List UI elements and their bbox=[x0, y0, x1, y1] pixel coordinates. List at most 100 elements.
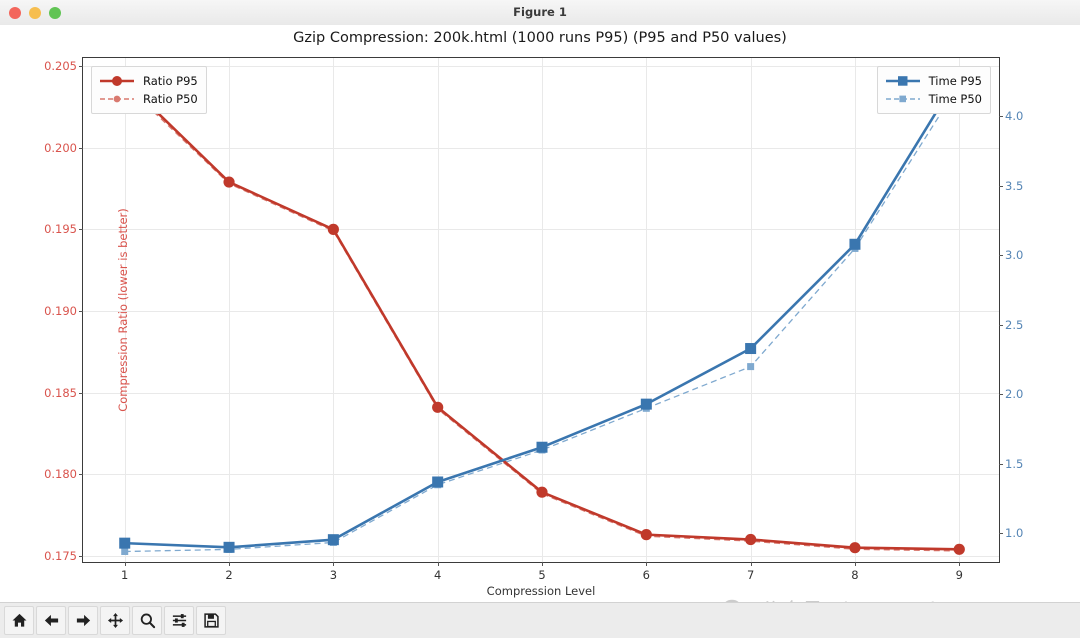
data-point bbox=[536, 441, 548, 453]
data-point bbox=[747, 363, 755, 371]
grid-line-vertical bbox=[750, 58, 752, 562]
data-point bbox=[121, 547, 129, 555]
data-point bbox=[327, 534, 339, 546]
series-ratio-p50 bbox=[121, 80, 963, 555]
configure-subplots-button[interactable] bbox=[164, 606, 194, 635]
grid-line-vertical bbox=[959, 58, 961, 562]
grid-line-vertical bbox=[646, 58, 648, 562]
right-tick-label: 2.0 bbox=[1005, 387, 1024, 402]
left-tick bbox=[79, 392, 83, 394]
grid-line-horizontal bbox=[83, 147, 999, 149]
x-tick-label: 3 bbox=[329, 568, 338, 582]
legend-item-time-p50[interactable]: Time P50 bbox=[884, 90, 982, 108]
left-tick bbox=[79, 311, 83, 312]
close-button[interactable] bbox=[9, 7, 21, 19]
data-point bbox=[745, 343, 757, 355]
right-tick bbox=[999, 324, 1003, 326]
right-tick-label: 2.5 bbox=[1005, 317, 1024, 332]
x-tick bbox=[959, 562, 961, 566]
data-point bbox=[223, 541, 235, 553]
x-tick bbox=[229, 562, 231, 566]
legend-time[interactable]: Time P95 Time P50 bbox=[876, 66, 991, 114]
x-tick-label: 2 bbox=[225, 568, 233, 582]
matplotlib-toolbar bbox=[0, 602, 1080, 638]
arrow-right-icon bbox=[76, 614, 90, 627]
x-tick bbox=[646, 562, 648, 566]
right-tick-label: 4.0 bbox=[1005, 109, 1024, 124]
data-point bbox=[223, 176, 235, 188]
zoom-button[interactable] bbox=[132, 606, 162, 635]
right-tick bbox=[999, 463, 1003, 465]
legend-label-ratio-p50: Ratio P50 bbox=[143, 92, 198, 106]
maximize-button[interactable] bbox=[49, 7, 61, 19]
legend-item-ratio-p95[interactable]: Ratio P95 bbox=[98, 72, 198, 90]
left-tick-label: 0.185 bbox=[44, 385, 77, 400]
x-tick-label: 4 bbox=[434, 568, 442, 582]
right-tick bbox=[999, 533, 1003, 535]
legend-key-ratio-p50 bbox=[100, 95, 134, 103]
right-tick-label: 1.5 bbox=[1005, 456, 1024, 471]
back-button[interactable] bbox=[36, 606, 66, 635]
save-button[interactable] bbox=[196, 606, 226, 635]
chart-title: Gzip Compression: 200k.html (1000 runs P… bbox=[293, 30, 787, 46]
legend-label-time-p95: Time P95 bbox=[928, 74, 982, 88]
right-tick bbox=[999, 185, 1003, 187]
left-tick bbox=[79, 66, 83, 68]
data-point bbox=[432, 401, 444, 413]
series-time-p50 bbox=[121, 80, 963, 555]
data-point bbox=[327, 223, 339, 235]
x-tick-label: 1 bbox=[121, 568, 129, 582]
move-icon bbox=[107, 612, 123, 629]
legend-ratio[interactable]: Ratio P95 Ratio P50 bbox=[91, 66, 207, 114]
right-tick bbox=[999, 116, 1003, 118]
plot-area[interactable]: 0.175 0.180 0.185 0.190 0.195 0.200 0.205 1.0 1.… bbox=[44, 57, 1023, 598]
data-point bbox=[536, 486, 548, 498]
data-point bbox=[119, 537, 131, 549]
data-point bbox=[640, 529, 652, 541]
left-tick-label: 0.180 bbox=[44, 467, 77, 482]
legend-item-ratio-p50[interactable]: Ratio P50 bbox=[98, 90, 198, 108]
left-tick-label: 0.205 bbox=[44, 59, 77, 74]
home-icon bbox=[12, 613, 26, 627]
minimize-button[interactable] bbox=[29, 7, 41, 19]
right-tick-label: 3.0 bbox=[1005, 248, 1024, 263]
data-point bbox=[849, 238, 861, 250]
series-time-p95 bbox=[119, 69, 965, 553]
x-tick-label: 5 bbox=[538, 568, 546, 582]
grid-line-vertical bbox=[229, 58, 231, 562]
x-tick bbox=[542, 562, 543, 566]
legend-item-time-p95[interactable]: Time P95 bbox=[884, 72, 982, 90]
grid-line-horizontal bbox=[83, 555, 999, 557]
pan-button[interactable] bbox=[100, 606, 130, 635]
grid-line-horizontal bbox=[83, 474, 999, 476]
x-tick bbox=[333, 562, 335, 566]
left-tick-label: 0.175 bbox=[44, 548, 77, 563]
home-button[interactable] bbox=[4, 606, 34, 635]
right-tick-label: 3.5 bbox=[1005, 178, 1024, 193]
data-point bbox=[432, 476, 444, 488]
window-controls bbox=[9, 7, 61, 19]
x-tick bbox=[124, 562, 126, 566]
left-tick bbox=[79, 555, 83, 557]
right-tick bbox=[999, 255, 1003, 257]
legend-label-time-p50: Time P50 bbox=[928, 92, 982, 106]
grid-line-horizontal bbox=[83, 392, 999, 394]
window-title: Figure 1 bbox=[513, 5, 567, 19]
sliders-icon bbox=[172, 614, 186, 627]
legend-label-ratio-p95: Ratio P95 bbox=[143, 74, 198, 88]
forward-button[interactable] bbox=[68, 606, 98, 635]
grid-line-horizontal bbox=[83, 66, 999, 68]
data-point bbox=[953, 543, 965, 555]
grid-line-horizontal bbox=[83, 229, 999, 231]
title-bar: Figure 1 bbox=[0, 0, 1080, 26]
figure-canvas: Gzip Compression: 200k.html (1000 runs P… bbox=[0, 25, 1080, 623]
legend-key-time-p95 bbox=[885, 76, 920, 86]
data-point bbox=[849, 542, 861, 554]
x-tick-label: 7 bbox=[746, 568, 755, 582]
x-axis-title: Compression Level bbox=[486, 584, 596, 598]
x-tick bbox=[750, 562, 752, 566]
series-ratio-p95 bbox=[119, 75, 965, 555]
x-tick-label: 6 bbox=[642, 568, 650, 582]
left-tick-label: 0.200 bbox=[44, 140, 77, 155]
